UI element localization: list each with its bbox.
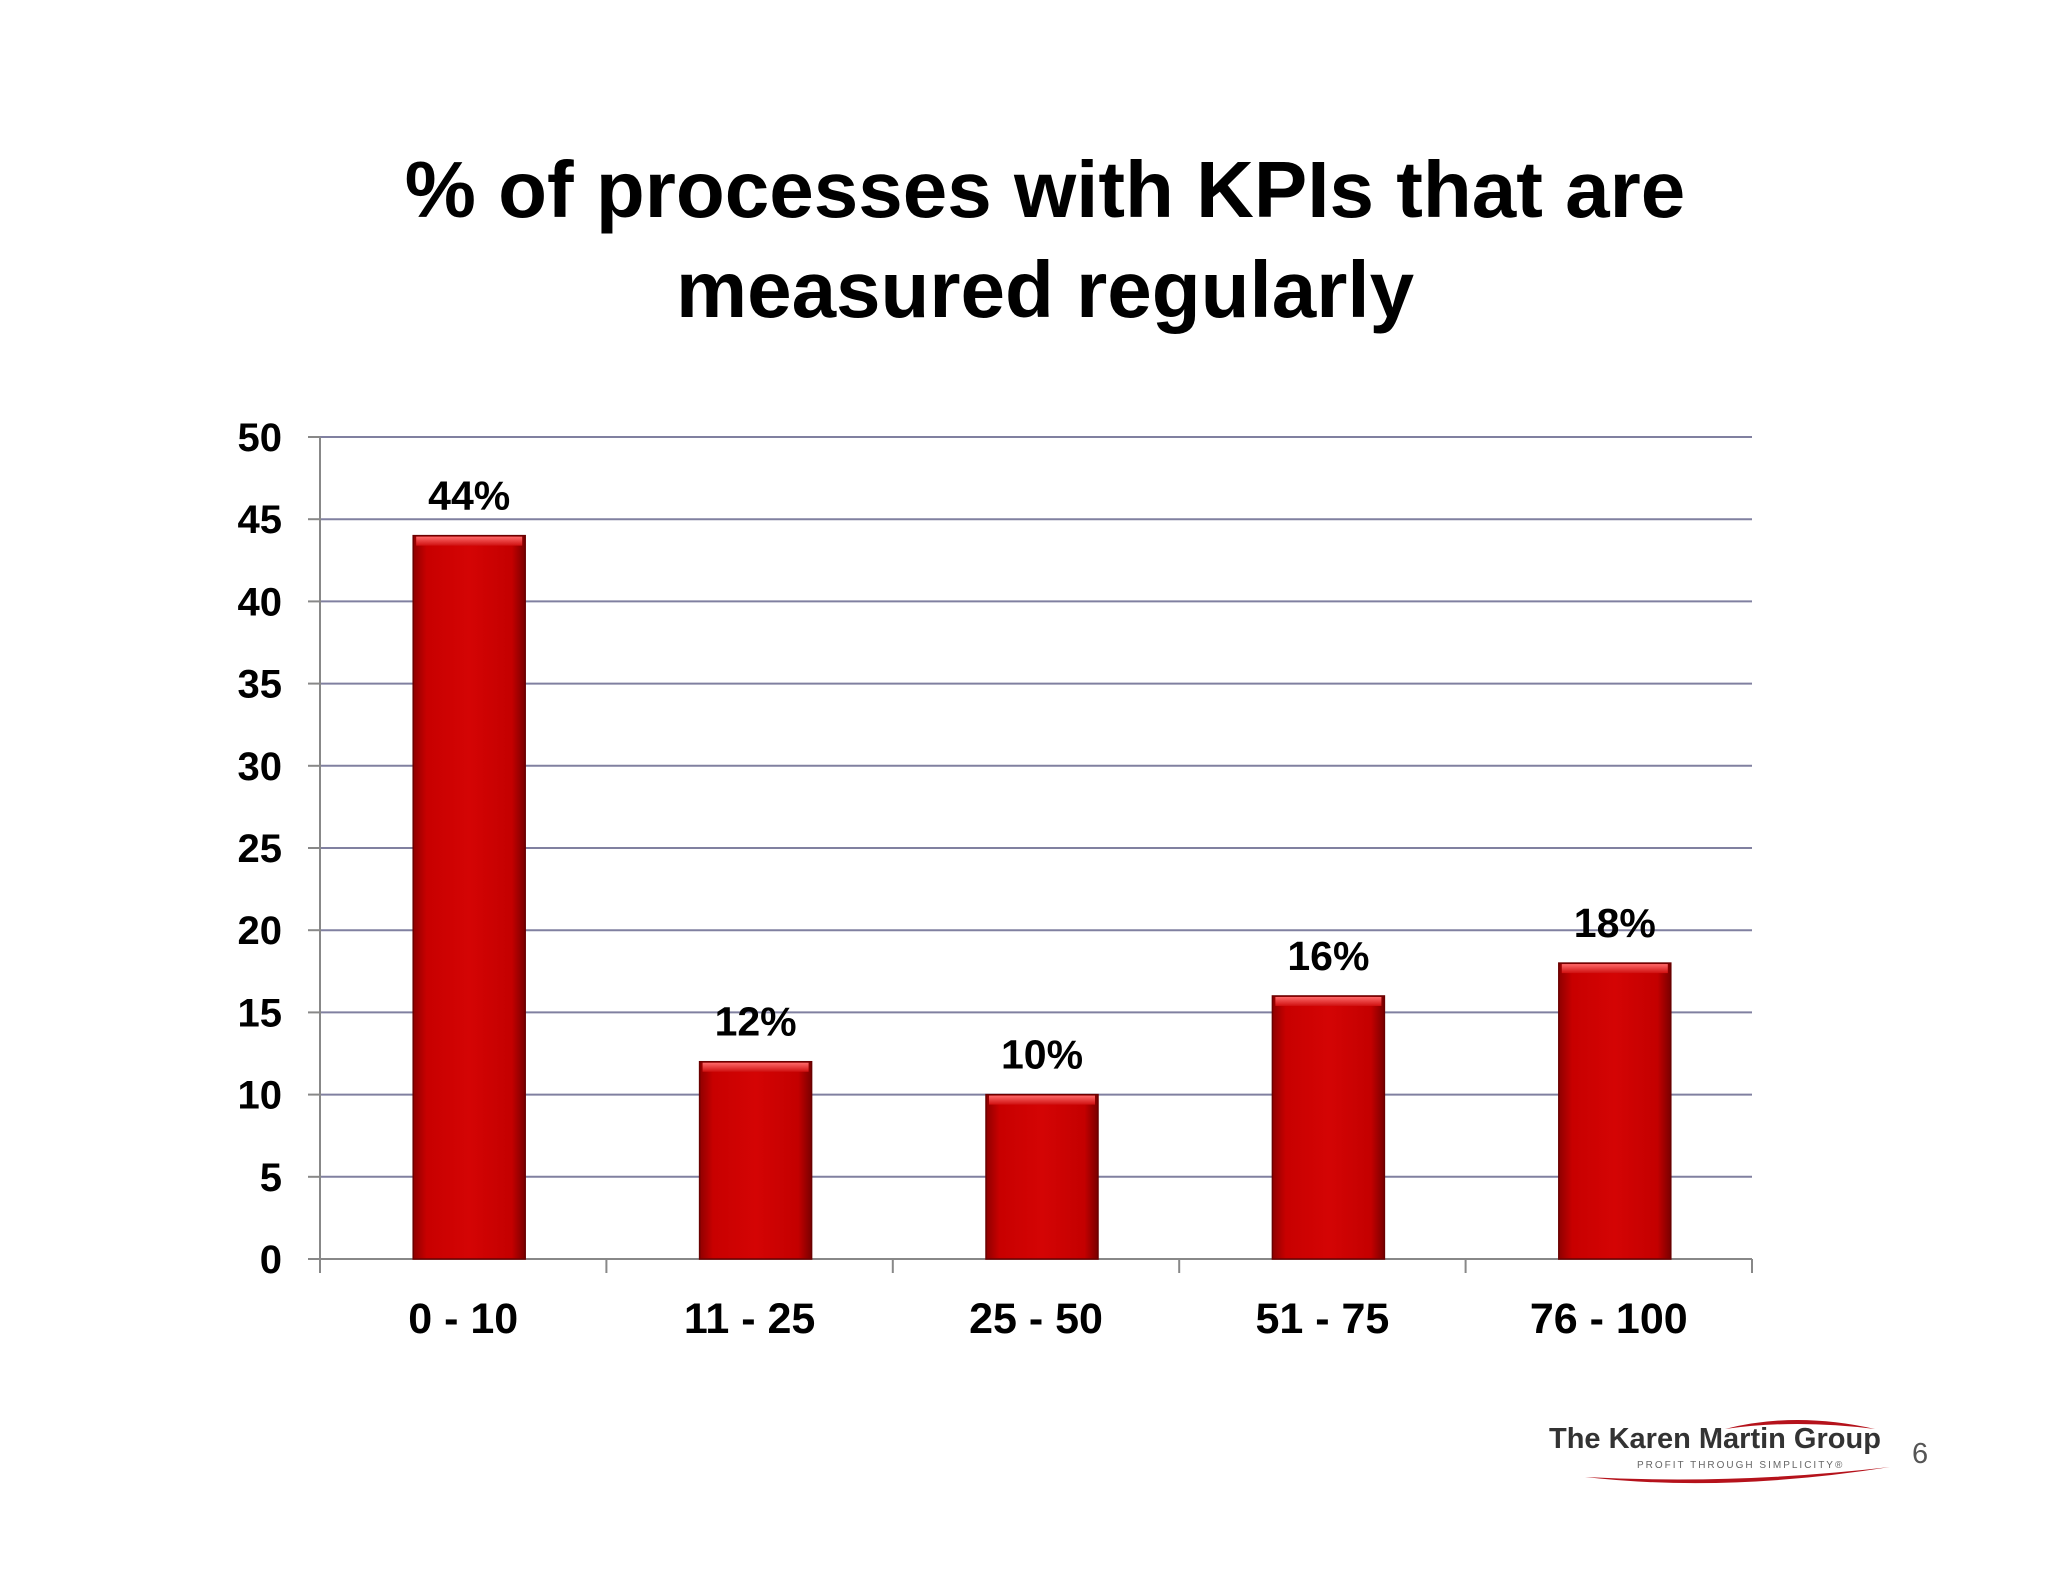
data-label-2: 10% (1001, 1032, 1083, 1078)
y-tick-label-10: 10 (238, 1074, 283, 1118)
bar-top-highlight-1 (702, 1062, 809, 1072)
bar-body-4 (1558, 962, 1672, 1260)
bar-top-highlight-2 (989, 1095, 1095, 1105)
y-tick-label-35: 35 (238, 663, 283, 707)
company-logo: The Karen Martin Group PROFIT THROUGH SI… (1545, 1415, 1895, 1485)
bar-top-highlight-0 (416, 536, 523, 546)
x-tick-label-1: 11 - 25 (684, 1295, 816, 1343)
page-number: 6 (1912, 1438, 1929, 1470)
chart-title-line-1: % of processes with KPIs that are (404, 145, 1686, 234)
labels: 0 5 10 15 20 25 30 35 40 45 50 44% 0 - 10 12% 11 - 25 1… (238, 416, 1688, 1343)
data-label-3: 16% (1287, 933, 1369, 979)
bars (412, 534, 1672, 1260)
y-tick-label-50: 50 (238, 416, 283, 460)
y-tick-label-15: 15 (238, 991, 283, 1035)
gridlines (320, 436, 1752, 1178)
y-tick-label-20: 20 (238, 909, 283, 953)
y-tick-label-25: 25 (238, 827, 283, 871)
bar-top-highlight-3 (1275, 996, 1382, 1006)
bar-body-2 (985, 1093, 1099, 1260)
data-label-1: 12% (715, 999, 797, 1045)
x-tick-label-0: 0 - 10 (408, 1295, 518, 1343)
x-tick-label-4: 76 - 100 (1530, 1295, 1688, 1343)
logo-name: The Karen Martin Group (1549, 1423, 1881, 1455)
data-label-4: 18% (1574, 900, 1656, 946)
y-tick-label-45: 45 (238, 498, 283, 542)
x-tick-label-2: 25 - 50 (969, 1295, 1103, 1343)
x-tick-label-3: 51 - 75 (1255, 1295, 1389, 1343)
bar-11-25 (698, 1060, 813, 1260)
bar-top-highlight-4 (1561, 964, 1668, 974)
bar-0-10 (412, 534, 526, 1260)
y-tick-label-5: 5 (260, 1156, 282, 1200)
chart-title-line-2: measured regularly (675, 245, 1415, 334)
bar-body-3 (1271, 995, 1386, 1260)
bar-76-100 (1558, 962, 1672, 1260)
bar-body-0 (412, 534, 526, 1260)
y-tick-label-0: 0 (260, 1238, 282, 1282)
bar-51-75 (1271, 995, 1386, 1260)
data-label-0: 44% (428, 473, 510, 519)
logo-swoosh-icon (1585, 1420, 1890, 1484)
y-tick-label-30: 30 (238, 745, 283, 789)
bar-body-1 (698, 1060, 813, 1260)
y-tick-label-40: 40 (238, 580, 283, 624)
logo-tagline: PROFIT THROUGH SIMPLICITY® (1637, 1460, 1845, 1471)
bar-25-50 (985, 1093, 1099, 1260)
chart-title: % of processes with KPIs that are measur… (0, 140, 2048, 340)
